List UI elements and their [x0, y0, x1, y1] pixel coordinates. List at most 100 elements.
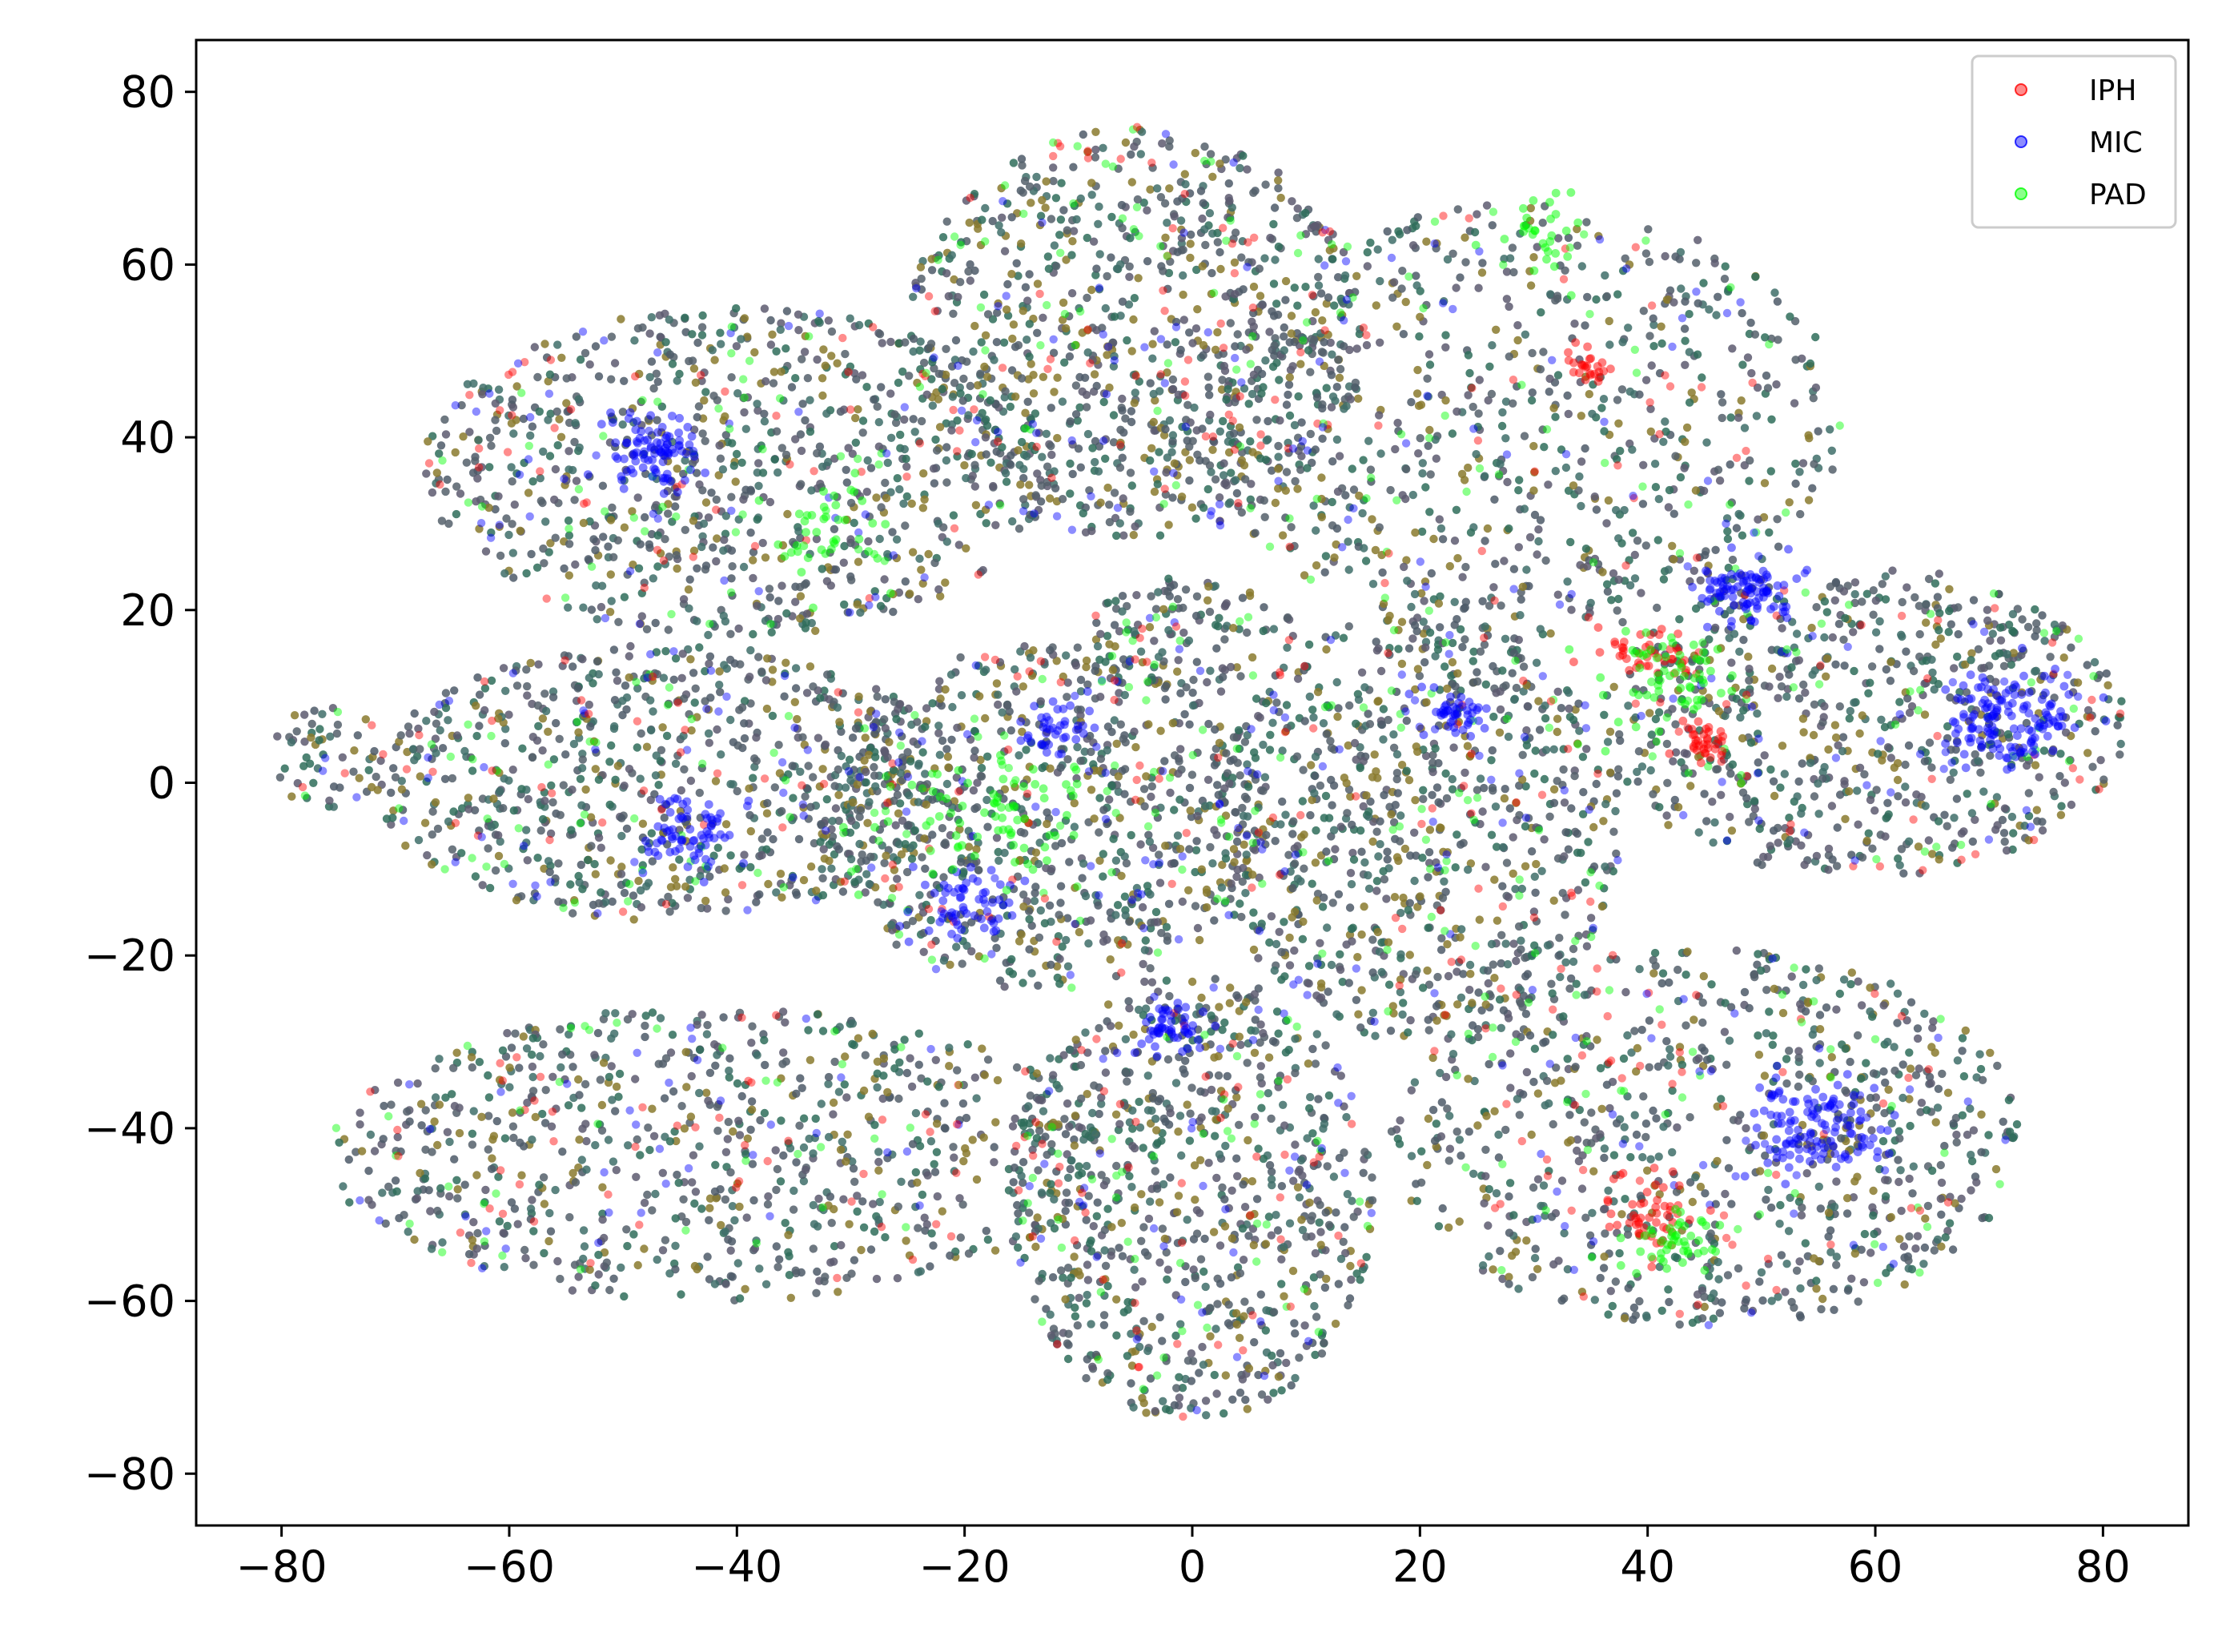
scatter-point	[931, 936, 940, 946]
scatter-point	[1593, 560, 1603, 569]
scatter-point	[848, 734, 858, 742]
scatter-point	[355, 774, 364, 782]
scatter-point	[1209, 436, 1218, 445]
scatter-point	[1499, 1006, 1509, 1015]
scatter-point	[2009, 649, 2018, 657]
scatter-point	[1376, 338, 1384, 347]
scatter-point	[491, 416, 500, 424]
scatter-point	[1497, 931, 1506, 940]
scatter-point	[625, 765, 634, 774]
scatter-point	[1405, 951, 1415, 959]
scatter-point	[1112, 531, 1121, 541]
scatter-point	[1954, 629, 1963, 639]
scatter-point	[1508, 243, 1517, 252]
scatter-point	[780, 692, 789, 701]
scatter-point	[1065, 312, 1074, 321]
scatter-point	[1320, 893, 1328, 902]
scatter-point	[1473, 210, 1481, 219]
scatter-point	[1205, 461, 1215, 470]
scatter-point	[1306, 368, 1315, 376]
scatter-point	[1216, 264, 1225, 274]
scatter-point	[1999, 829, 2009, 838]
scatter-point	[971, 500, 981, 509]
scatter-point	[1617, 385, 1627, 394]
scatter-point	[1428, 790, 1436, 799]
scatter-point	[1772, 380, 1781, 389]
scatter-point	[1332, 435, 1342, 444]
scatter-point	[1316, 781, 1325, 790]
scatter-point	[731, 477, 740, 486]
scatter-point	[1920, 757, 1930, 766]
scatter-point	[575, 878, 584, 887]
scatter-point	[1166, 257, 1175, 266]
scatter-point	[605, 800, 614, 810]
scatter-point	[1727, 498, 1736, 507]
scatter-point	[1007, 270, 1016, 279]
scatter-point	[2024, 811, 2034, 821]
scatter-point	[1628, 529, 1637, 537]
scatter-point	[1746, 318, 1755, 328]
scatter-point	[1969, 596, 1979, 605]
scatter-point	[491, 866, 500, 875]
scatter-point	[1828, 633, 1837, 642]
scatter-point	[992, 679, 1002, 688]
scatter-point	[697, 323, 707, 332]
scatter-point	[1203, 372, 1213, 381]
scatter-point	[1230, 858, 1239, 866]
scatter-point	[1091, 436, 1100, 446]
scatter-point	[875, 330, 885, 339]
scatter-point	[1053, 433, 1062, 443]
scatter-point	[743, 393, 753, 402]
scatter-point	[397, 777, 406, 786]
scatter-point	[1148, 163, 1157, 172]
scatter-point	[909, 292, 918, 301]
scatter-point	[1415, 671, 1424, 681]
scatter-point	[791, 684, 801, 693]
scatter-point	[862, 870, 871, 878]
scatter-point	[1737, 396, 1746, 405]
scatter-point	[364, 766, 373, 774]
scatter-point	[1274, 484, 1283, 493]
scatter-point	[1375, 411, 1384, 420]
scatter-point	[1273, 310, 1283, 320]
scatter-point	[1207, 289, 1216, 299]
scatter-point	[444, 716, 452, 725]
scatter-point	[1711, 545, 1720, 554]
scatter-point	[1465, 368, 1474, 378]
scatter-point	[645, 540, 653, 549]
scatter-point	[821, 361, 830, 370]
scatter-point	[589, 737, 599, 746]
scatter-point	[1245, 591, 1255, 601]
scatter-point	[761, 676, 771, 685]
scatter-point	[870, 587, 879, 596]
scatter-point	[594, 775, 604, 784]
scatter-point	[952, 773, 962, 782]
scatter-point	[1023, 296, 1032, 305]
scatter-point	[839, 405, 849, 414]
scatter-point	[1967, 649, 1976, 657]
scatter-point	[1402, 556, 1411, 565]
scatter-point	[1114, 772, 1123, 781]
scatter-point	[1651, 738, 1660, 746]
scatter-point	[1432, 244, 1440, 253]
scatter-point	[1127, 830, 1135, 840]
scatter-point	[1065, 858, 1074, 866]
scatter-point	[2049, 787, 2058, 797]
scatter-point	[721, 820, 731, 829]
scatter-point	[1677, 284, 1686, 293]
scatter-point	[1854, 820, 1862, 829]
scatter-point	[1103, 483, 1112, 492]
scatter-point	[1500, 255, 1509, 263]
scatter-point	[969, 347, 978, 356]
scatter-point	[1605, 340, 1614, 349]
scatter-point	[883, 458, 893, 468]
scatter-point	[1075, 927, 1084, 937]
scatter-point	[1501, 434, 1510, 443]
scatter-point	[1392, 322, 1401, 331]
scatter-point	[753, 601, 761, 610]
scatter-point	[1222, 599, 1232, 608]
scatter-point	[556, 810, 565, 819]
scatter-point	[572, 476, 581, 485]
scatter-point	[500, 739, 509, 748]
scatter-point	[745, 810, 754, 820]
